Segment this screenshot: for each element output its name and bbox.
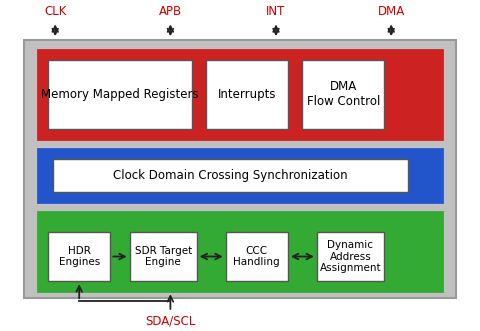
Bar (38, 212, 442, 291)
Bar (226, 232, 288, 281)
Bar (53, 159, 408, 192)
Text: Memory Mapped Registers: Memory Mapped Registers (41, 88, 199, 101)
Text: APB: APB (159, 5, 182, 18)
Text: Dynamic
Address
Assignment: Dynamic Address Assignment (320, 240, 381, 273)
Bar (38, 149, 442, 202)
Bar (206, 60, 288, 129)
Text: DMA
Flow Control: DMA Flow Control (307, 80, 380, 108)
Bar (302, 60, 384, 129)
Bar (24, 40, 456, 298)
Text: CCC
Handling: CCC Handling (233, 246, 280, 267)
Text: Interrupts: Interrupts (218, 88, 276, 101)
Bar (38, 50, 442, 139)
Bar (317, 232, 384, 281)
Bar (130, 232, 197, 281)
Text: HDR
Engines: HDR Engines (59, 246, 100, 267)
Text: DMA: DMA (378, 5, 405, 18)
Text: Clock Domain Crossing Synchronization: Clock Domain Crossing Synchronization (113, 169, 348, 182)
Text: SDA/SCL: SDA/SCL (145, 314, 195, 328)
Text: INT: INT (266, 5, 286, 18)
Text: SDR Target
Engine: SDR Target Engine (134, 246, 192, 267)
Bar (48, 232, 110, 281)
Text: CLK: CLK (44, 5, 66, 18)
Bar (48, 60, 192, 129)
